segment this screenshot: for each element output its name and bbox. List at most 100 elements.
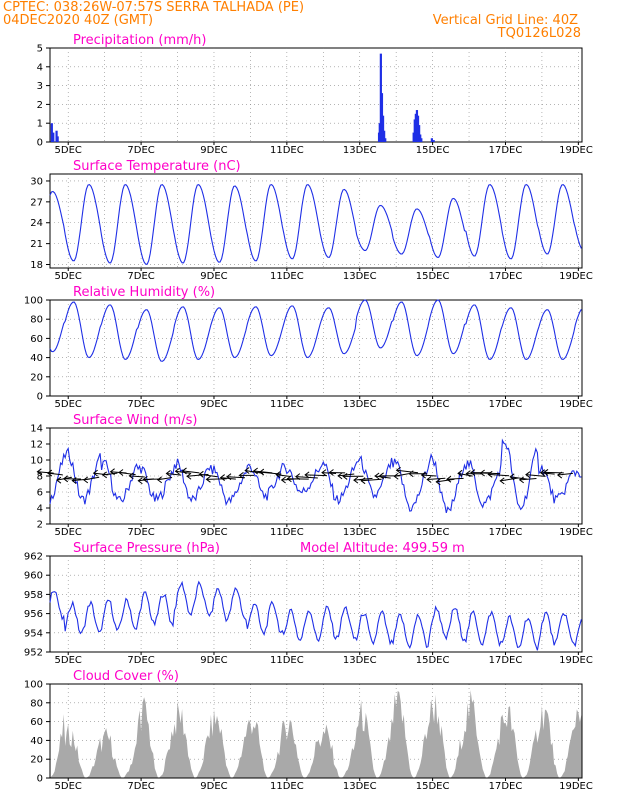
temp-xtick-label: 11DEC — [270, 271, 304, 282]
wind-xtick-label: 9DEC — [200, 527, 227, 538]
wind-vector-head — [280, 476, 286, 484]
wind-vector-head — [328, 469, 334, 476]
pressure-frame — [49, 555, 583, 653]
header-station: CPTEC: 038:26W-07:57S SERRA TALHADA (PE) — [3, 0, 305, 15]
wind-vector — [488, 473, 510, 477]
rh-ytick-label: 20 — [30, 372, 43, 383]
precip-xtick-label: 13DEC — [343, 145, 377, 156]
wind-vector-head — [393, 472, 399, 480]
pressure-subtitle: Model Altitude: 499.59 m — [300, 541, 465, 556]
precip-xtick-label: 17DEC — [489, 145, 523, 156]
precip-title: Precipitation (mm/h) — [73, 33, 206, 48]
pressure-xtick-label: 5DEC — [55, 655, 82, 666]
wind-vector-head — [525, 471, 531, 479]
precip-bar — [430, 138, 433, 142]
wind-vector-head — [539, 469, 545, 477]
wind-vector-head — [56, 476, 62, 484]
wind-ytick-label: 14 — [30, 424, 43, 435]
temp-xtick-label: 17DEC — [489, 271, 523, 282]
wind-vector — [457, 472, 473, 477]
wind-vector-head — [101, 471, 108, 479]
wind-vector — [394, 473, 410, 477]
temp-ytick-label: 30 — [30, 176, 43, 187]
pressure-xtick-label: 17DEC — [489, 655, 523, 666]
cloud-frame-overlay — [49, 683, 583, 779]
cloud-xtick-label: 19DEC — [559, 781, 593, 792]
rh-ytick-label: 100 — [24, 296, 43, 307]
precip-xtick-label: 15DEC — [416, 145, 450, 156]
wind-ytick-label: 2 — [37, 520, 43, 531]
wind-vector-head — [142, 475, 148, 483]
wind-vector — [322, 472, 337, 475]
wind-vector — [427, 477, 446, 481]
rh-ytick-label: 0 — [37, 392, 43, 403]
wind-vector — [446, 477, 464, 480]
rh-xtick-label: 17DEC — [489, 399, 523, 410]
precip-ytick-label: 0 — [37, 138, 43, 149]
cloud-ytick-label: 60 — [30, 717, 43, 728]
pressure-ytick-label: 960 — [24, 571, 43, 582]
temp-frame — [49, 173, 583, 269]
precip-bar — [383, 130, 386, 142]
rh-xtick-label: 19DEC — [559, 399, 593, 410]
wind-vector — [396, 469, 419, 474]
temp-panel — [46, 173, 583, 271]
wind-ytick-label: 8 — [37, 472, 43, 483]
precip-ytick-label: 5 — [37, 44, 43, 55]
precip-xtick-label: 19DEC — [559, 145, 593, 156]
cloud-xtick-label: 11DEC — [270, 781, 304, 792]
precip-ytick-label: 2 — [37, 100, 43, 111]
cloud-panel — [46, 683, 583, 781]
wind-vector-head — [92, 469, 98, 477]
pressure-ytick-label: 952 — [24, 648, 43, 659]
wind-vector-head — [238, 471, 244, 479]
precip-panel — [46, 47, 583, 145]
wind-vector-head — [499, 477, 505, 485]
wind-vector-head — [457, 469, 463, 477]
temp-ytick-label: 27 — [30, 197, 43, 208]
precip-bar — [381, 115, 385, 142]
wind-vector-head — [395, 466, 401, 474]
precip-frame — [49, 47, 583, 143]
wind-vector-head — [435, 478, 441, 486]
precip-bar — [384, 138, 387, 142]
rh-ytick-label: 40 — [30, 353, 43, 364]
rh-frame — [49, 299, 583, 397]
rh-xtick-label: 9DEC — [200, 399, 227, 410]
wind-vector-head — [252, 467, 258, 475]
pressure-ytick-label: 956 — [24, 609, 43, 620]
wind-vector-head — [321, 469, 327, 477]
wind-vector — [182, 470, 200, 474]
wind-vector-head — [62, 475, 69, 483]
cloud-xtick-label: 15DEC — [416, 781, 450, 792]
pressure-xtick-label: 11DEC — [270, 655, 304, 666]
wind-vector-head — [408, 470, 414, 478]
wind-vector-head — [198, 470, 204, 478]
pressure-xtick-label: 9DEC — [200, 655, 227, 666]
wind-xtick-label: 13DEC — [343, 527, 377, 538]
temp-xtick-label: 13DEC — [343, 271, 377, 282]
precip-ytick-label: 1 — [37, 119, 43, 130]
cloud-xtick-label: 5DEC — [55, 781, 82, 792]
temp-ytick-label: 18 — [30, 260, 43, 271]
rh-line — [49, 299, 582, 362]
wind-vector-head — [304, 471, 310, 479]
wind-vector-head — [47, 469, 53, 477]
wind-vector — [129, 475, 145, 478]
cloud-title: Cloud Cover (%) — [73, 669, 179, 684]
wind-vector-head — [118, 469, 124, 476]
precip-bar — [50, 123, 53, 142]
rh-ytick-label: 60 — [30, 334, 43, 345]
wind-vector-head — [360, 477, 366, 485]
wind-vector — [519, 478, 537, 481]
cloud-ytick-label: 40 — [30, 736, 43, 747]
wind-vector — [338, 473, 355, 477]
pressure-xtick-label: 15DEC — [416, 655, 450, 666]
rh-xtick-label: 7DEC — [127, 399, 154, 410]
wind-ytick-label: 12 — [30, 440, 43, 451]
precip-ytick-label: 4 — [37, 62, 43, 73]
wind-vector-head — [487, 470, 493, 478]
temp-ytick-label: 24 — [30, 218, 43, 229]
temp-line — [49, 183, 582, 265]
wind-vector — [361, 478, 382, 482]
